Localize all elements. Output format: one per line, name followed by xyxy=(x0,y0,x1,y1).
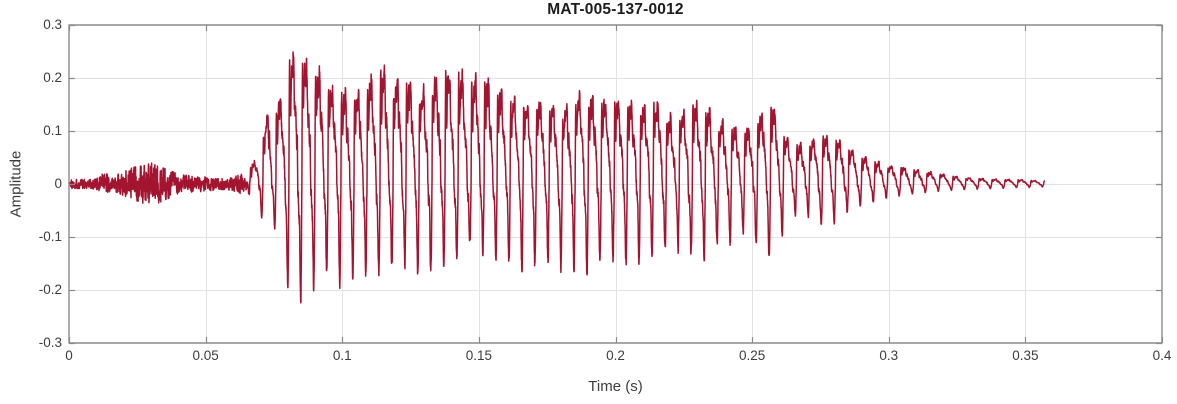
y-tick-label: -0.1 xyxy=(38,229,62,244)
x-tick-label: 0.25 xyxy=(738,348,766,363)
y-tick-label: 0.2 xyxy=(43,70,62,85)
x-tick-label: 0.2 xyxy=(606,348,625,363)
y-tick-label: -0.3 xyxy=(38,335,62,350)
x-tick-label: 0.05 xyxy=(192,348,219,363)
x-axis-label: Time (s) xyxy=(588,378,643,395)
x-tick-label: 0 xyxy=(65,348,73,363)
x-tick-label: 0.15 xyxy=(465,348,493,363)
chart-title: MAT-005-137-0012 xyxy=(547,1,684,18)
y-tick-label: 0.1 xyxy=(43,123,62,138)
y-tick-label: 0.3 xyxy=(43,17,62,32)
x-tick-label: 0.35 xyxy=(1012,348,1039,363)
x-tick-label: 0.4 xyxy=(1152,348,1172,363)
x-tick-label: 0.1 xyxy=(332,348,352,363)
x-tick-label: 0.3 xyxy=(879,348,899,363)
y-tick-label: 0 xyxy=(54,176,62,191)
y-tick-label: -0.2 xyxy=(38,282,62,297)
